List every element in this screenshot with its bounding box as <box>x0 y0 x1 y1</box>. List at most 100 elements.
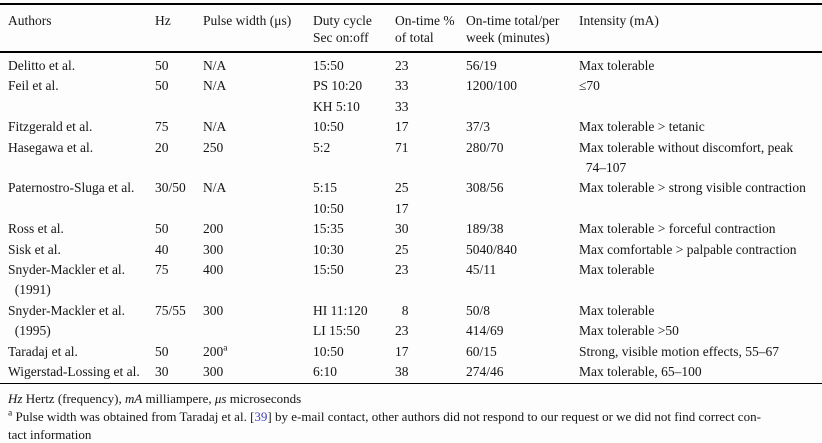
cell-on-time-total: 280/70 <box>466 139 504 155</box>
cell-intensity: Max tolerable Max tolerable >50 <box>579 302 679 339</box>
cell-duty-cycle: 10:30 <box>313 241 344 257</box>
cell-on-time-total: 50/8 414/69 <box>466 302 504 339</box>
cell-intensity: Max tolerable without discomfort, peak 7… <box>579 139 794 176</box>
cell-on-time-pct: 8 23 <box>395 302 409 339</box>
table-row: Delitto et al. 50 N/A 15:50 23 56/19 Max toler… <box>0 52 822 76</box>
cell-on-time-total: 189/38 <box>466 221 504 237</box>
cell-on-time-pct: 25 <box>395 241 409 257</box>
cell-on-time-total: 5040/840 <box>466 241 518 257</box>
table-row: Feil et al. 50 N/A PS 10:20 KH 5:10 33 33 1200/… <box>0 76 822 117</box>
cell-intensity: ≤70 <box>579 78 600 94</box>
cell-duty-cycle: 15:50 <box>313 262 344 278</box>
cell-pulse-width: 300 <box>203 241 224 257</box>
cell-authors: Taradaj et al. <box>8 343 78 359</box>
abbrev-ma-text: milliampere, <box>142 390 215 406</box>
cell-duty-cycle: 5:15 10:50 <box>313 180 344 216</box>
table-row: Ross et al. 50 200 15:35 30 189/38 Max tolerab… <box>0 219 822 239</box>
cell-duty-cycle: HI 11:120 LI 15:50 <box>313 302 368 339</box>
cell-on-time-total: 37/3 <box>466 119 491 135</box>
cell-intensity: Max tolerable <box>579 262 655 278</box>
cell-pulse-width: 300 <box>203 302 224 318</box>
cell-authors: Snyder-Mackler et al. (1991) <box>8 262 126 298</box>
cell-on-time-pct: 33 33 <box>395 78 409 114</box>
cell-duty-cycle: 10:50 <box>313 343 344 359</box>
cell-intensity: Strong, visible motion effects, 55–67 <box>579 343 779 359</box>
cell-authors: Wigerstad-Lossing et al. <box>8 364 140 380</box>
table-row: Hasegawa et al. 20 250 5:2 71 280/70 Max toler… <box>0 138 822 179</box>
cell-duty-cycle: 5:2 <box>313 139 331 155</box>
footnote-continuation-line: tact information <box>8 426 92 442</box>
cell-hz: 30 <box>155 364 169 380</box>
footnote-pulse-width: a Pulse width was obtained from Taradaj … <box>8 408 814 443</box>
abbrev-us-text: microseconds <box>226 390 302 406</box>
header-row: Authors Hz Pulse width (μs) Duty cycle S… <box>0 4 822 52</box>
footnote-text-after-link: ] by e-mail contact, other authors did n… <box>267 408 761 424</box>
table-row: Wigerstad-Lossing et al. 30 300 6:10 38 274/4… <box>0 362 822 383</box>
cell-authors: Paternostro-Sluga et al. <box>8 180 135 196</box>
citation-link-39[interactable]: 39 <box>254 408 268 424</box>
abbrev-us: μs <box>214 390 227 406</box>
table-header: Authors Hz Pulse width (μs) Duty cycle S… <box>0 4 822 52</box>
cell-hz: 75/55 <box>155 302 186 318</box>
abbrev-hz: Hz <box>8 390 23 406</box>
cell-duty-cycle: 6:10 <box>313 364 338 380</box>
cell-pulse-width: 200 <box>203 221 224 237</box>
cell-intensity: Max tolerable, 65–100 <box>579 364 702 380</box>
cell-authors: Fitzgerald et al. <box>8 119 93 135</box>
column-header-duty-cycle: Duty cycle Sec on:off <box>313 13 372 45</box>
cell-on-time-total: 56/19 <box>466 58 497 73</box>
column-header-pulse-width: Pulse width (μs) <box>203 13 292 28</box>
cell-authors: Delitto et al. <box>8 58 76 73</box>
column-header-on-time-pct: On-time % of total <box>395 13 455 45</box>
cell-hz: 50 <box>155 343 169 359</box>
column-header-intensity: Intensity (mA) <box>579 13 659 28</box>
cell-pulse-width: 250 <box>203 139 224 155</box>
cell-hz: 20 <box>155 139 169 155</box>
cell-intensity: Max comfortable > palpable contraction <box>579 241 797 257</box>
cell-pulse-width: N/A <box>203 58 227 73</box>
cell-pulse-width: N/A <box>203 119 227 135</box>
table-body: Delitto et al. 50 N/A 15:50 23 56/19 Max toler… <box>0 52 822 383</box>
cell-authors: Snyder-Mackler et al. (1995) <box>8 302 126 339</box>
table-row: Snyder-Mackler et al. (1991) 75 400 15:50 23… <box>0 260 822 301</box>
table-footnotes: Hz Hertz (frequency), mA milliampere, μs… <box>0 384 822 443</box>
table-row: Paternostro-Sluga et al. 30/50 N/A 5:15 10:5… <box>0 178 822 219</box>
cell-pulse-width: N/A <box>203 78 227 94</box>
cell-on-time-pct: 17 <box>395 119 409 135</box>
column-header-authors: Authors <box>8 13 52 28</box>
column-header-on-time-total: On-time total/per week (minutes) <box>466 13 560 45</box>
abbrev-ma: mA <box>124 390 143 406</box>
cell-on-time-total: 60/15 <box>466 343 497 359</box>
cell-duty-cycle: 15:50 <box>313 58 344 73</box>
footnote-text-before-link: Pulse width was obtained from Taradaj et… <box>12 408 255 424</box>
cell-on-time-pct: 17 <box>395 343 409 359</box>
cell-on-time-total: 1200/100 <box>466 78 518 94</box>
cell-hz: 50 <box>155 221 169 237</box>
cell-on-time-pct: 71 <box>395 139 409 155</box>
cell-on-time-total: 45/11 <box>466 262 497 278</box>
cell-hz: 50 <box>155 58 169 73</box>
cell-on-time-total: 308/56 <box>466 180 504 196</box>
cell-hz: 30/50 <box>155 180 186 196</box>
cell-intensity: Max tolerable <box>579 58 655 73</box>
cell-authors: Sisk et al. <box>8 241 61 257</box>
cell-hz: 75 <box>155 262 169 278</box>
footnote-marker: a <box>8 408 13 419</box>
column-header-hz: Hz <box>155 13 171 28</box>
cell-on-time-pct: 38 <box>395 364 409 380</box>
table-row: Taradaj et al. 50 200a 10:50 17 60/15 Strong, … <box>0 342 822 362</box>
footnote-abbreviations: Hz Hertz (frequency), mA milliampere, μs… <box>8 390 814 408</box>
cell-on-time-pct: 23 <box>395 58 409 73</box>
cell-pulse-width: 200a <box>203 343 228 359</box>
cell-intensity: Max tolerable > forceful contraction <box>579 221 776 237</box>
cell-duty-cycle: 10:50 <box>313 119 344 135</box>
cell-hz: 50 <box>155 78 169 94</box>
cell-intensity: Max tolerable > strong visible contracti… <box>579 180 806 196</box>
table-row: Sisk et al. 40 300 10:30 25 5040/840 Max comfo… <box>0 240 822 260</box>
cell-authors: Feil et al. <box>8 78 59 94</box>
cell-on-time-pct: 25 17 <box>395 180 409 216</box>
cell-pulse-width: 300 <box>203 364 224 380</box>
cell-duty-cycle: PS 10:20 KH 5:10 <box>313 78 363 114</box>
cell-on-time-pct: 23 <box>395 262 409 278</box>
